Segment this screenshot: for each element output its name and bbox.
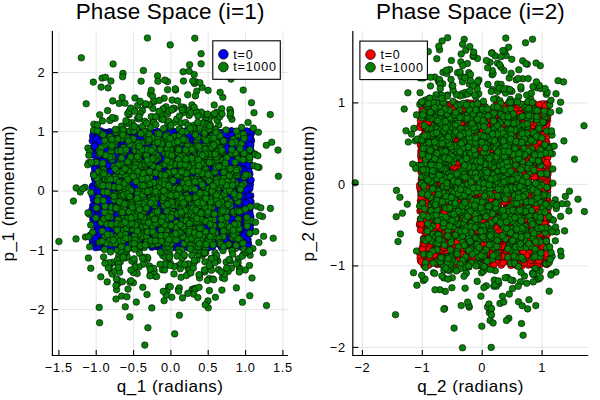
svg-text:1: 1 — [538, 360, 546, 375]
svg-text:q_1 (radians): q_1 (radians) — [117, 377, 224, 396]
svg-text:0: 0 — [338, 177, 346, 192]
svg-text:−1: −1 — [330, 258, 346, 273]
svg-text:1.0: 1.0 — [236, 360, 256, 375]
svg-text:p_2 (momentum): p_2 (momentum) — [300, 125, 319, 261]
svg-text:0.5: 0.5 — [198, 360, 218, 375]
svg-text:−2: −2 — [354, 360, 370, 375]
svg-text:−2: −2 — [29, 302, 45, 317]
svg-text:0.0: 0.0 — [161, 360, 181, 375]
svg-text:−1: −1 — [414, 360, 430, 375]
svg-text:p_1 (momentum): p_1 (momentum) — [0, 125, 19, 261]
svg-text:Phase Space (i=2): Phase Space (i=2) — [376, 0, 565, 24]
svg-text:0: 0 — [478, 360, 486, 375]
svg-text:2: 2 — [38, 65, 46, 80]
svg-text:−1: −1 — [29, 243, 45, 258]
svg-text:1: 1 — [338, 95, 346, 110]
svg-text:−1.0: −1.0 — [82, 360, 110, 375]
svg-text:−0.5: −0.5 — [120, 360, 148, 375]
svg-text:t=1000: t=1000 — [380, 61, 423, 75]
svg-text:0: 0 — [38, 183, 46, 198]
svg-text:−2: −2 — [330, 340, 346, 355]
svg-text:Phase Space (i=1): Phase Space (i=1) — [76, 0, 265, 24]
svg-text:1.5: 1.5 — [273, 360, 293, 375]
svg-text:q_2 (radians): q_2 (radians) — [417, 377, 524, 396]
svg-text:t=1000: t=1000 — [233, 60, 276, 74]
svg-text:−1.5: −1.5 — [45, 360, 73, 375]
svg-text:1: 1 — [38, 124, 46, 139]
